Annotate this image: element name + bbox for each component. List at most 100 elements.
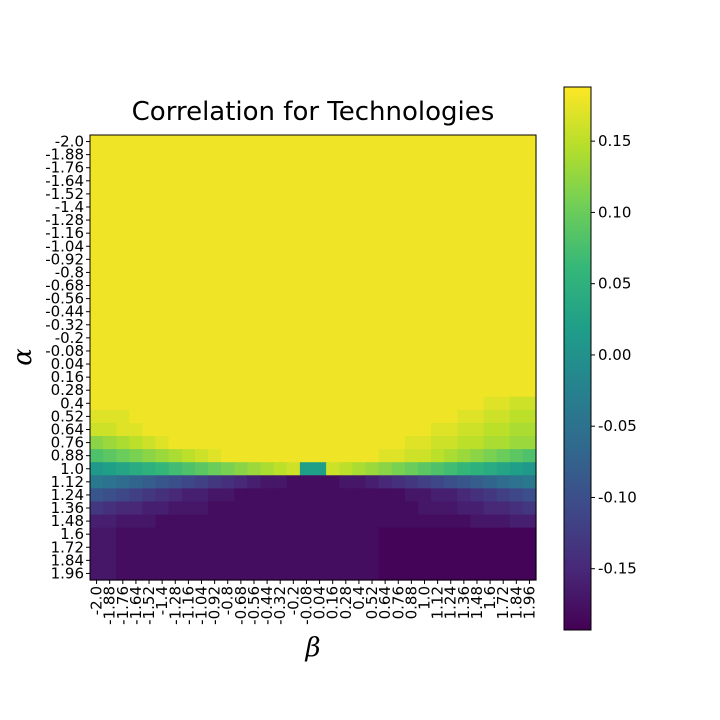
heatmap-cell [365, 422, 380, 437]
heatmap-cell [286, 514, 301, 529]
x-tick-label: 1.6 [481, 586, 499, 610]
heatmap-cell [431, 239, 445, 254]
heatmap-cell [208, 514, 222, 529]
heatmap-cell [378, 344, 393, 359]
heatmap-cell [470, 200, 485, 215]
y-tick-label: 0.28 [51, 381, 84, 399]
heatmap-cell [378, 501, 393, 516]
heatmap-cell [247, 409, 262, 424]
heatmap-cell [522, 383, 537, 398]
heatmap-cell [365, 213, 380, 228]
heatmap-cell [483, 553, 498, 568]
heatmap-cell [234, 318, 249, 332]
heatmap-cell [313, 252, 327, 267]
heatmap-cell [273, 200, 288, 215]
heatmap-cell [142, 161, 157, 175]
heatmap-cell [168, 148, 183, 162]
heatmap-cell [496, 436, 511, 450]
y-tick-label: -0.8 [55, 263, 84, 281]
heatmap-cell [326, 396, 340, 411]
heatmap-cell [457, 383, 472, 398]
heatmap-cell [142, 370, 157, 385]
heatmap-cell [129, 265, 144, 280]
heatmap-cell [168, 566, 183, 581]
y-tick-label: -0.32 [45, 316, 84, 334]
heatmap-cell [247, 305, 262, 319]
heatmap-cell [234, 409, 249, 424]
heatmap-cell [431, 292, 445, 306]
heatmap-cell [470, 187, 485, 202]
heatmap-cell [208, 265, 222, 280]
heatmap-cell [247, 436, 262, 450]
heatmap-cell [286, 226, 301, 241]
heatmap-cell [326, 488, 340, 503]
heatmap-cell [286, 213, 301, 228]
heatmap-cell [142, 540, 157, 555]
heatmap-cell [90, 462, 104, 476]
heatmap-cell [181, 344, 196, 359]
heatmap-cell [286, 566, 301, 581]
heatmap-cell [155, 553, 170, 568]
heatmap-cell [365, 501, 380, 516]
x-tick-label: 1.24 [442, 586, 460, 619]
heatmap-cell [496, 449, 511, 463]
heatmap-cell [352, 449, 367, 463]
heatmap-cell [234, 331, 249, 346]
heatmap-cell [457, 161, 472, 175]
heatmap-cell [208, 383, 222, 398]
y-tick-label: -1.52 [45, 185, 84, 203]
heatmap-cell [444, 187, 458, 202]
heatmap-cell [339, 449, 353, 463]
heatmap-cell [470, 344, 485, 359]
heatmap-cell [103, 305, 117, 319]
heatmap-cell [129, 292, 144, 306]
heatmap-cell [103, 475, 117, 489]
y-tick-label: -1.76 [45, 159, 84, 177]
heatmap-cell [194, 174, 209, 188]
heatmap-cell [417, 331, 432, 346]
heatmap-cell [431, 357, 445, 372]
heatmap-cell [234, 252, 249, 267]
heatmap-cell [483, 161, 498, 175]
heatmap-cell [391, 305, 406, 319]
heatmap-cell [155, 566, 170, 581]
heatmap-cell [273, 540, 288, 555]
heatmap-cell [181, 187, 196, 202]
heatmap-cell [326, 422, 340, 437]
heatmap-cell [522, 344, 537, 359]
heatmap-cell [103, 527, 117, 542]
heatmap-cell [457, 305, 472, 319]
heatmap-cell [142, 488, 157, 503]
x-tick-label: 0.76 [389, 586, 407, 619]
heatmap-cell [457, 527, 472, 542]
y-tick-label: 0.4 [60, 394, 84, 412]
heatmap-cell [194, 278, 209, 293]
heatmap-cell [168, 292, 183, 306]
heatmap-cell [496, 292, 511, 306]
heatmap-cell [260, 331, 275, 346]
heatmap-cell [483, 527, 498, 542]
heatmap-cell [273, 527, 288, 542]
heatmap-cell [299, 566, 314, 581]
heatmap-cell [234, 305, 249, 319]
heatmap-cell [286, 318, 301, 332]
heatmap-cell [457, 409, 472, 424]
heatmap-cell [129, 396, 144, 411]
heatmap-cell [181, 357, 196, 372]
heatmap-cell [260, 265, 275, 280]
heatmap-cell [273, 449, 288, 463]
heatmap-cell [483, 344, 498, 359]
heatmap-cell [155, 331, 170, 346]
heatmap-cell [496, 475, 511, 489]
heatmap-cell [155, 540, 170, 555]
heatmap-cell [470, 449, 485, 463]
heatmap-cell [313, 449, 327, 463]
heatmap-cell [470, 527, 485, 542]
heatmap-cell [247, 396, 262, 411]
heatmap-cell [221, 566, 235, 581]
heatmap-cell [339, 566, 353, 581]
heatmap-cell [470, 396, 485, 411]
heatmap-cell [417, 553, 432, 568]
heatmap-cell [404, 161, 419, 175]
heatmap-cell [221, 252, 235, 267]
